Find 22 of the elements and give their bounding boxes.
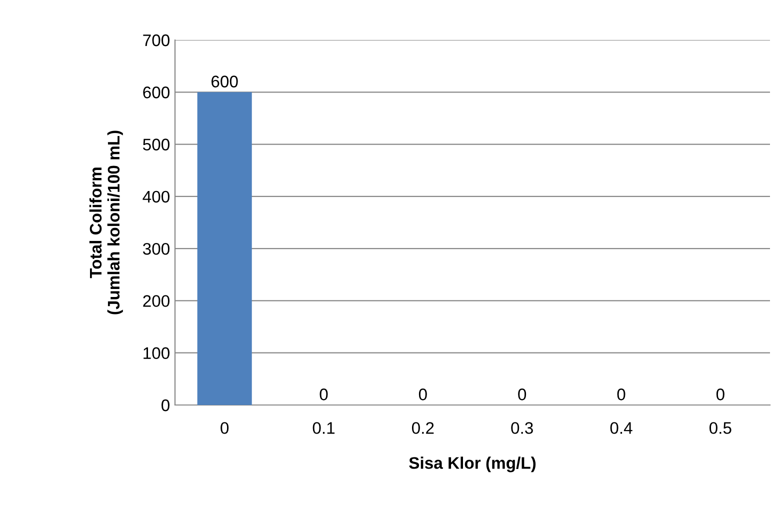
data-label: 0 [320,388,328,400]
x-axis-title: Sisa Klor (mg/L) [409,456,536,472]
x-tick-label: 0 [220,422,229,434]
x-tick-label: 0.1 [312,422,335,434]
y-tick-label: 600 [143,86,170,98]
y-tick-label: 400 [142,190,170,203]
data-label: 0 [418,388,427,400]
y-tick-label: 200 [143,295,170,307]
x-tick-label: 0.5 [709,422,732,434]
data-label: 0 [617,388,626,400]
y-tick-label: 500 [143,138,170,150]
x-tick-label: 0.2 [412,422,434,434]
y-axis-title: Total Coliform (Jumlah koloni/100 mL) [89,130,123,314]
y-tick-label: 100 [144,347,170,360]
y-tick-label: 300 [142,242,170,255]
x-tick-label: 0.4 [610,422,632,434]
y-tick-label: 0 [162,399,170,412]
data-label: 0 [716,388,724,400]
y-tick-label: 700 [143,34,170,46]
x-tick-label: 0.3 [511,422,533,434]
data-label: 600 [212,76,238,88]
data-label: 0 [518,388,526,400]
